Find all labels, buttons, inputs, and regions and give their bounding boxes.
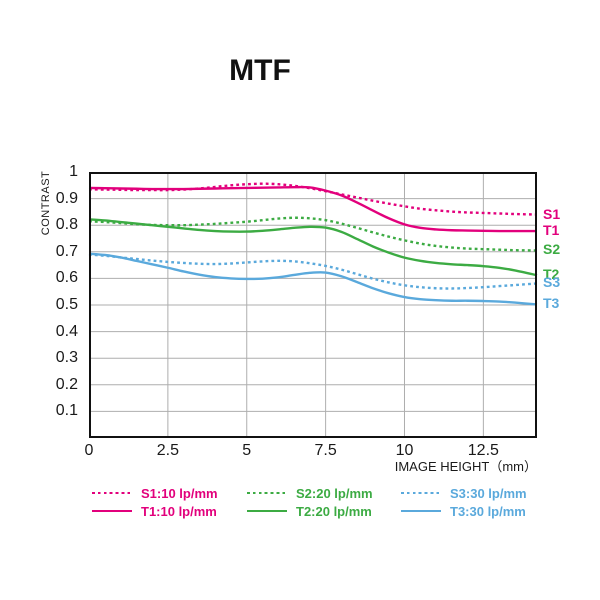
y-tick-label: 0.7 [55,242,78,260]
legend-label-S3: S3:30 lp/mm [450,485,527,501]
x-tick-label: 10 [395,442,414,459]
legend-label-T2: T2:20 lp/mm [296,503,372,519]
curve-label-S3: S3 [543,274,561,291]
y-tick-label: 0.6 [55,269,78,287]
y-tick-label: 0.5 [55,296,78,313]
x-tick-label: 12.5 [467,442,499,459]
curve-T3 [88,252,538,306]
curve-label-T3: T3 [543,295,560,312]
y-tick-label: 1 [69,163,78,180]
solid-line-swatch [92,509,132,513]
x-tick-label: 2.5 [156,442,179,459]
legend-item-S2: S2:20 lp/mm [247,485,373,501]
legend-item-S1: S1:10 lp/mm [92,485,218,501]
y-tick-label: 0.3 [55,349,78,367]
y-tick-label: 0.8 [55,216,78,234]
legend-item-S3: S3:30 lp/mm [401,485,527,501]
legend-item-T1: T1:10 lp/mm [92,503,217,519]
dotted-line-swatch [401,491,441,495]
legend-item-T3: T3:30 lp/mm [401,503,526,519]
dotted-line-swatch [247,491,287,495]
curve-T1 [88,185,537,233]
legend-label-S1: S1:10 lp/mm [141,485,218,501]
curve-T2 [88,218,538,277]
legend-item-T2: T2:20 lp/mm [247,503,372,519]
legend-label-S2: S2:20 lp/mm [296,485,373,501]
legend-label-T1: T1:10 lp/mm [141,503,217,519]
legend-label-T3: T3:30 lp/mm [450,503,526,519]
x-tick-label: 0 [84,442,94,459]
curve-label-S2: S2 [543,241,561,258]
curve-label-T2: T2 [543,266,560,283]
y-tick-label: 0.1 [55,402,78,420]
solid-line-swatch [401,509,441,513]
curve-label-T1: T1 [543,222,560,239]
y-tick-label: 0.2 [55,375,78,393]
plot-border [89,172,537,438]
dotted-line-swatch [92,491,132,495]
y-tick-label: 0.4 [55,322,78,340]
chart-title: MTF [229,54,291,87]
x-axis-title: IMAGE HEIGHT（mm） [394,459,537,474]
plot-area [88,172,538,438]
curve-label-S1: S1 [543,205,561,222]
x-tick-label: 7.5 [314,442,337,459]
x-tick-label: 5 [242,442,252,459]
curve-S2 [88,216,538,252]
y-tick-label: 0.9 [55,189,78,207]
solid-line-swatch [247,509,287,513]
